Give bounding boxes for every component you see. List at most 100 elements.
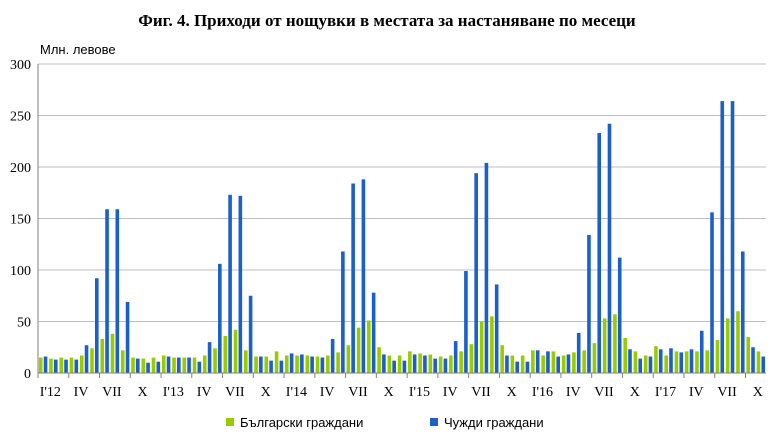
bar-foreign	[751, 347, 755, 373]
bar-bulgarian	[233, 329, 238, 373]
bar-foreign	[669, 348, 673, 373]
bar-foreign	[320, 357, 325, 373]
bar-foreign	[505, 355, 509, 373]
bar-bulgarian	[285, 355, 289, 373]
bar-foreign	[658, 349, 663, 373]
bar-bulgarian	[602, 318, 607, 373]
bar-foreign	[330, 339, 335, 373]
bar-bulgarian	[633, 351, 638, 373]
bar-foreign	[699, 330, 704, 373]
y-axis-unit-label: Млн. левове	[40, 42, 116, 57]
bar-bulgarian	[449, 355, 453, 373]
bar-foreign	[94, 278, 99, 373]
bar-bulgarian	[274, 351, 279, 373]
bar-bulgarian	[695, 351, 699, 373]
bar-foreign	[525, 361, 530, 373]
bar-foreign	[556, 356, 560, 373]
bar-bulgarian	[705, 350, 710, 373]
bar-foreign	[382, 354, 386, 373]
x-tick-label: IV	[74, 385, 89, 400]
bar-foreign	[259, 356, 263, 373]
bar-foreign	[146, 362, 150, 373]
bar-foreign	[310, 356, 314, 373]
bar-foreign	[105, 209, 109, 373]
bar-foreign	[689, 349, 694, 373]
x-tick-label: X	[753, 385, 763, 400]
bar-bulgarian	[202, 355, 207, 373]
bar-bulgarian	[131, 357, 135, 373]
bar-bulgarian	[592, 343, 597, 373]
bar-bulgarian	[141, 358, 146, 373]
bar-bulgarian	[551, 351, 556, 373]
bar-foreign	[740, 251, 745, 373]
bar-bulgarian	[295, 355, 299, 373]
x-tick-label: IV	[689, 385, 704, 400]
axes	[37, 64, 766, 374]
x-tick-label: IV	[443, 385, 458, 400]
bar-bulgarian	[479, 321, 484, 373]
bar-bulgarian	[664, 355, 668, 373]
bar-bulgarian	[756, 351, 761, 373]
bar-bulgarian	[38, 357, 43, 373]
bar-bulgarian	[654, 346, 658, 373]
bar-foreign	[238, 195, 243, 373]
bar-bulgarian	[736, 311, 740, 373]
bar-foreign	[289, 353, 294, 373]
bar-foreign	[515, 361, 519, 373]
bar-foreign	[300, 354, 304, 373]
bar-bulgarian	[387, 355, 392, 373]
bar-bulgarian	[561, 355, 566, 373]
bar-bulgarian	[397, 355, 402, 373]
bar-foreign	[494, 284, 499, 373]
bar-bulgarian	[213, 348, 217, 373]
bar-foreign	[228, 194, 232, 373]
bar-foreign	[351, 183, 355, 373]
bar-foreign	[761, 356, 766, 373]
bar-foreign	[392, 360, 396, 373]
bar-foreign	[166, 356, 171, 373]
bar-bulgarian	[182, 357, 187, 373]
bar-foreign	[433, 358, 437, 373]
bar-foreign	[371, 292, 376, 373]
bar-foreign	[187, 357, 191, 373]
bar-foreign	[402, 360, 407, 373]
bar-bulgarian	[110, 333, 115, 373]
x-tick-label: I'13	[163, 385, 184, 400]
x-tick-label: X	[138, 385, 148, 400]
bar-bulgarian	[459, 351, 463, 373]
bar-foreign	[648, 356, 653, 373]
bar-foreign	[269, 360, 273, 373]
bar-bulgarian	[336, 352, 340, 373]
bar-foreign	[115, 209, 120, 373]
bar-bulgarian	[264, 356, 269, 373]
legend: Български граждани Чужди граждани	[226, 415, 544, 430]
y-tick-label: 0	[24, 367, 31, 382]
bar-bulgarian	[428, 354, 433, 373]
legend-label-foreign: Чужди граждани	[444, 415, 544, 430]
bar-bulgarian	[510, 355, 515, 373]
bar-bulgarian	[623, 337, 627, 373]
bar-foreign	[64, 359, 68, 373]
y-tick-label: 200	[10, 161, 31, 176]
bars	[38, 101, 766, 374]
y-tick-label: 250	[10, 110, 31, 125]
y-tick-label: 100	[10, 264, 31, 279]
bar-bulgarian	[377, 347, 381, 373]
x-tick-label: I'14	[286, 385, 307, 400]
bar-bulgarian	[500, 345, 504, 373]
bar-bulgarian	[49, 358, 53, 373]
bar-bulgarian	[746, 336, 751, 373]
legend-label-bulgarian: Български граждани	[240, 415, 363, 430]
legend-swatch-bulgarian	[226, 418, 234, 426]
bar-bulgarian	[684, 351, 689, 373]
bar-foreign	[597, 133, 602, 373]
bar-bulgarian	[715, 340, 720, 373]
bar-bulgarian	[418, 353, 422, 373]
bar-bulgarian	[223, 335, 228, 373]
bar-foreign	[546, 351, 550, 373]
bar-foreign	[710, 212, 714, 373]
x-tick-label: VII	[348, 385, 368, 400]
bar-foreign	[197, 361, 202, 373]
x-axis-ticks: I'12 IV VII X I'13 IV VII X I'14 IV VII X I'15 IV VII X…	[37, 373, 763, 400]
bar-foreign	[177, 357, 181, 373]
